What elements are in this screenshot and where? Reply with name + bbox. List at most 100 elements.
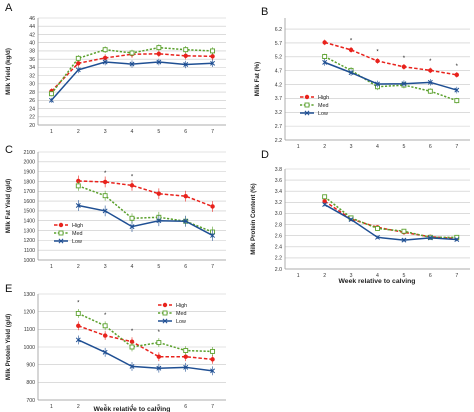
y-axis-label: Milk Fat Yield (g/d) [5,179,12,233]
y-axis-label: Milk Fat (%) [254,62,261,96]
data-point-high [162,302,168,308]
series-line-med [324,196,457,239]
x-tick-label: 4 [131,264,134,270]
data-point-low [129,224,135,230]
data-point-med [183,348,189,353]
data-point-low [102,59,108,65]
data-point-high [183,53,188,59]
y-tick-label: 26 [29,98,35,104]
data-point-med [322,194,328,200]
significance-marker: * [403,56,406,62]
y-tick-label: 40 [29,40,35,46]
legend-label-low: Low [176,319,186,325]
series-line-med [324,55,458,102]
data-point-high [401,64,407,70]
x-tick-label: 2 [77,404,80,410]
data-point-low [210,60,216,66]
y-tick-label: 24 [29,106,35,112]
y-tick-label: 5.2 [275,55,282,61]
data-point-low [348,70,354,76]
y-tick-label: 36 [29,57,35,63]
panel-label: B [261,6,268,18]
y-tick-label: 1900 [23,169,35,175]
data-point-low [156,365,162,371]
x-tick-label: 3 [104,404,107,410]
series-high [322,199,459,241]
data-point-med [210,348,216,354]
y-tick-label: 2.2 [275,138,282,144]
data-point-med [102,47,108,53]
data-point-low [183,218,189,224]
data-point-low [75,203,81,208]
data-point-high [348,47,354,53]
data-point-med [375,225,380,231]
y-tick-label: 42 [29,32,35,38]
x-tick-label: 4 [131,404,134,410]
x-tick-label: 3 [350,273,353,279]
y-tick-label: 1000 [23,258,35,264]
y-tick-label: 44 [29,24,35,30]
x-axis-label: Week relative to calving [94,406,171,412]
series-line-high [324,41,457,76]
x-tick-label: 5 [402,273,405,279]
data-point-high [102,333,108,338]
data-point-high [210,54,215,59]
data-point-low [156,218,162,224]
x-tick-label: 7 [455,273,458,279]
legend-label-high: High [318,95,329,101]
x-tick-label: 2 [77,264,80,270]
data-point-med [129,50,135,56]
series-high [322,39,459,78]
data-point-high [210,357,215,362]
y-tick-label: 1300 [23,228,35,234]
data-point-low [102,208,108,214]
significance-marker: * [131,175,134,181]
data-point-low [102,349,108,355]
y-tick-label: 3.0 [275,211,282,217]
data-point-high [322,199,327,204]
y-tick-label: 4.2 [275,82,282,88]
significance-marker: * [350,38,353,44]
y-tick-label: 5.7 [275,41,282,47]
series-line-high [78,180,213,208]
x-axis-label: Week relative to calving [339,278,416,285]
data-point-low [375,234,380,240]
data-point-high [375,58,380,64]
x-tick-label: 5 [157,264,160,270]
data-point-med [58,230,64,236]
x-tick-label: 3 [350,144,353,150]
significance-marker: * [429,59,432,65]
data-point-low [375,81,380,87]
data-point-high [304,94,310,100]
series-line-low [324,61,457,91]
data-point-high [129,339,135,344]
y-tick-label: 3.7 [275,96,282,102]
y-tick-label: 2.6 [275,233,282,239]
x-tick-label: 5 [157,129,160,135]
data-point-high [76,323,81,328]
chart-panel-c: 1000 1100 1200 1300 1400 1500 1600 1700 1800 1900… [5,144,226,270]
data-point-high [183,193,188,199]
data-point-high [183,354,188,359]
data-point-low [210,368,216,374]
y-tick-label: 1200 [23,238,35,244]
data-point-low [210,233,216,238]
data-point-med [129,344,135,350]
series-med [48,44,216,97]
panel-label: E [5,283,12,295]
x-tick-label: 3 [104,264,107,270]
y-tick-label: 34 [29,65,35,71]
panel-label: C [5,144,13,156]
data-point-med [102,193,108,199]
x-tick-label: 1 [297,273,300,279]
data-point-low [183,364,189,370]
y-tick-label: 900 [26,362,35,368]
y-tick-label: 1000 [23,345,35,351]
data-point-high [156,354,162,359]
y-tick-label: 2100 [23,150,35,156]
x-tick-label: 4 [376,273,379,279]
data-point-high [76,61,81,66]
data-point-low [48,97,54,103]
y-tick-label: 1300 [23,292,35,298]
